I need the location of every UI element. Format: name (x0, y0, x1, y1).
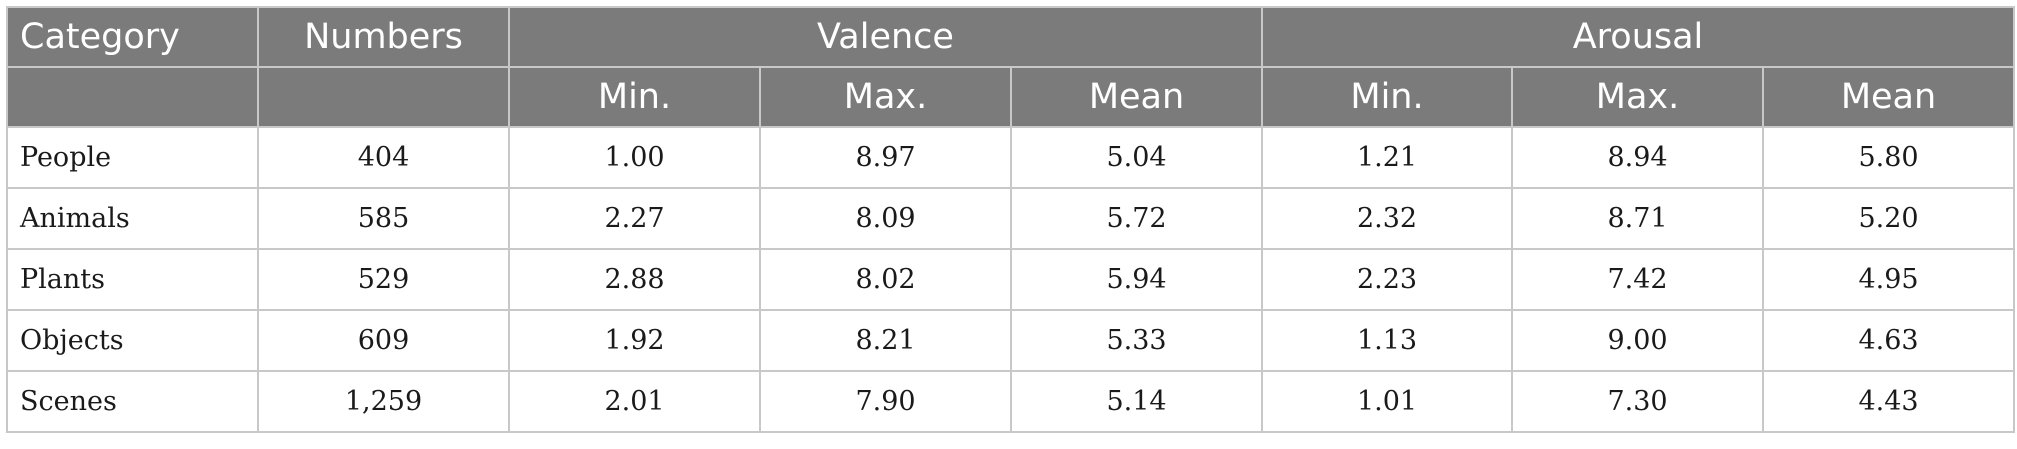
cell-valence-mean: 5.72 (1010, 187, 1263, 250)
cell-arousal-mean: 5.20 (1761, 187, 2016, 250)
table-row: Objects 609 1.92 8.21 5.33 1.13 9.00 4.6… (6, 309, 2016, 372)
cell-arousal-max: 9.00 (1511, 309, 1764, 372)
table-row: Animals 585 2.27 8.09 5.72 2.32 8.71 5.2… (6, 187, 2016, 250)
header-row-top: Category Numbers Valence Arousal (6, 6, 2016, 68)
cell-arousal-min: 1.21 (1261, 126, 1513, 189)
header-arousal-max: Max. (1511, 66, 1764, 128)
cell-valence-min: 2.01 (508, 370, 761, 433)
cell-arousal-min: 2.23 (1261, 248, 1513, 311)
header-numbers: Numbers (257, 6, 510, 68)
cell-valence-max: 8.21 (759, 309, 1012, 372)
cell-arousal-mean: 4.95 (1761, 248, 2016, 311)
cell-valence-min: 2.88 (508, 248, 761, 311)
cell-valence-mean: 5.04 (1010, 126, 1263, 189)
header-valence-min: Min. (508, 66, 761, 128)
cell-category: Animals (6, 187, 259, 250)
cell-valence-mean: 5.33 (1010, 309, 1263, 372)
cell-numbers: 404 (257, 126, 510, 189)
cell-numbers: 585 (257, 187, 510, 250)
cell-valence-max: 8.09 (759, 187, 1012, 250)
cell-arousal-max: 7.30 (1511, 370, 1764, 433)
cell-valence-max: 8.97 (759, 126, 1012, 189)
header-category-blank (6, 66, 259, 128)
cell-valence-min: 1.92 (508, 309, 761, 372)
cell-arousal-min: 1.13 (1261, 309, 1513, 372)
cell-arousal-mean: 5.80 (1761, 126, 2016, 189)
table-header: Category Numbers Valence Arousal Min. Ma… (6, 6, 2016, 128)
header-category: Category (6, 6, 259, 68)
cell-valence-min: 1.00 (508, 126, 761, 189)
cell-arousal-max: 8.94 (1511, 126, 1764, 189)
cell-arousal-max: 8.71 (1511, 187, 1764, 250)
table-body: People 404 1.00 8.97 5.04 1.21 8.94 5.80… (6, 126, 2016, 433)
cell-numbers: 529 (257, 248, 510, 311)
table-row: Scenes 1,259 2.01 7.90 5.14 1.01 7.30 4.… (6, 370, 2016, 433)
header-arousal: Arousal (1260, 6, 2016, 68)
cell-arousal-min: 1.01 (1261, 370, 1513, 433)
cell-valence-mean: 5.94 (1010, 248, 1263, 311)
header-arousal-mean: Mean (1761, 66, 2016, 128)
cell-numbers: 609 (257, 309, 510, 372)
cell-category: People (6, 126, 259, 189)
cell-arousal-min: 2.32 (1261, 187, 1513, 250)
cell-category: Plants (6, 248, 259, 311)
cell-category: Scenes (6, 370, 259, 433)
header-valence-mean: Mean (1010, 66, 1263, 128)
cell-valence-max: 7.90 (759, 370, 1012, 433)
table-row: People 404 1.00 8.97 5.04 1.21 8.94 5.80 (6, 126, 2016, 189)
cell-arousal-mean: 4.43 (1761, 370, 2016, 433)
cell-category: Objects (6, 309, 259, 372)
cell-valence-mean: 5.14 (1010, 370, 1263, 433)
header-arousal-min: Min. (1261, 66, 1513, 128)
header-numbers-blank (257, 66, 510, 128)
cell-valence-min: 2.27 (508, 187, 761, 250)
header-row-sub: Min. Max. Mean Min. Max. Mean (6, 66, 2016, 128)
cell-numbers: 1,259 (257, 370, 510, 433)
header-valence-max: Max. (759, 66, 1012, 128)
cell-arousal-max: 7.42 (1511, 248, 1764, 311)
cell-valence-max: 8.02 (759, 248, 1012, 311)
table-row: Plants 529 2.88 8.02 5.94 2.23 7.42 4.95 (6, 248, 2016, 311)
cell-arousal-mean: 4.63 (1761, 309, 2016, 372)
category-statistics-table: Category Numbers Valence Arousal Min. Ma… (6, 6, 2016, 433)
header-valence: Valence (508, 6, 1263, 68)
